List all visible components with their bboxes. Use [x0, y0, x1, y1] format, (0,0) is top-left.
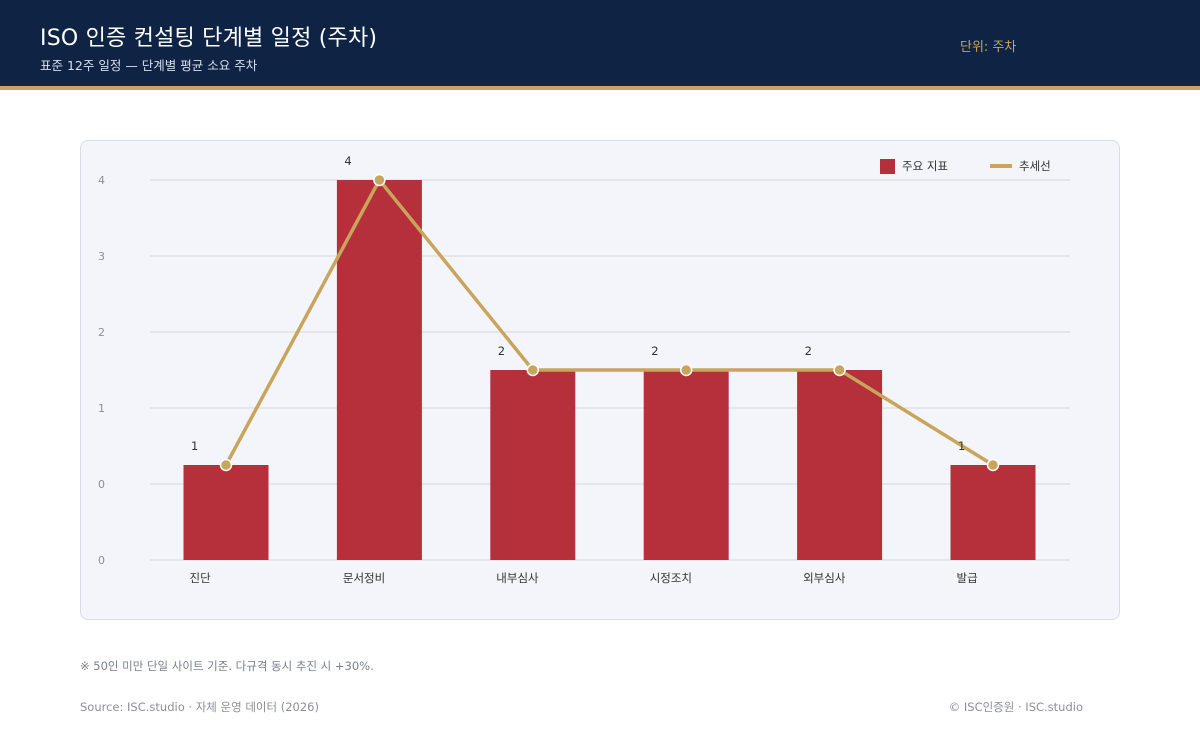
header-bar — [0, 0, 1200, 86]
footnote: ※ 50인 미만 단일 사이트 기준. 다규격 동시 추진 시 +30%. — [80, 659, 374, 673]
unit-label: 단위: 주차 — [960, 40, 1017, 55]
bar — [336, 180, 422, 560]
bar — [183, 465, 269, 560]
data-label: 4 — [344, 154, 351, 168]
x-tick-label: 진단 — [190, 571, 212, 585]
data-label: 1 — [191, 439, 198, 453]
bar — [643, 370, 729, 560]
trend-point — [373, 173, 386, 187]
y-tick-label: 0 — [98, 478, 105, 491]
legend-swatch-line — [990, 164, 1012, 168]
x-tick-label: 문서정비 — [343, 571, 385, 585]
page-title: ISO 인증 컨설팅 단계별 일정 (주차) — [40, 26, 378, 51]
bar — [797, 370, 883, 560]
source-credit: Source: ISC.studio · 자체 운영 데이터 (2026) — [80, 700, 319, 714]
legend-swatch-bar — [880, 159, 895, 174]
data-label: 1 — [958, 439, 965, 453]
x-tick-label: 시정조치 — [650, 571, 692, 585]
page-subtitle: 표준 12주 일정 — 단계별 평균 소요 주차 — [40, 58, 258, 73]
trend-line — [224, 178, 994, 467]
bar — [490, 370, 576, 560]
data-label: 2 — [498, 344, 505, 358]
copyright: © ISC인증원 · ISC.studio — [948, 700, 1083, 714]
trend-point — [986, 458, 1000, 472]
x-tick-label: 발급 — [957, 571, 978, 585]
trend-point — [219, 458, 233, 472]
trend-point — [833, 363, 846, 377]
y-tick-label: 4 — [98, 174, 105, 187]
trend-point — [526, 363, 540, 377]
data-label: 2 — [805, 344, 812, 358]
data-label: 2 — [651, 344, 658, 358]
legend-label-bar: 주요 지표 — [902, 159, 948, 173]
y-tick-label: 2 — [98, 326, 105, 339]
y-tick-label: 0 — [98, 554, 105, 567]
header-accent-rule — [0, 86, 1200, 90]
y-tick-label: 3 — [98, 250, 105, 263]
y-tick-label: 1 — [98, 402, 105, 415]
trend-point — [679, 363, 693, 377]
legend-label-line: 추세선 — [1019, 159, 1051, 173]
bar — [950, 465, 1036, 560]
x-tick-label: 내부심사 — [496, 571, 539, 585]
x-tick-label: 외부심사 — [803, 571, 846, 585]
